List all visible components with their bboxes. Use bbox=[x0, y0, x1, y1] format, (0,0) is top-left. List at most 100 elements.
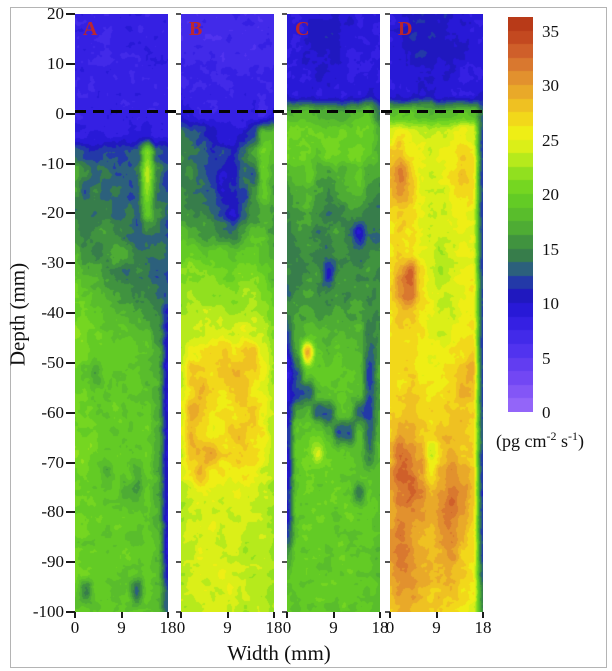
y-tick-label: -60 bbox=[41, 402, 64, 422]
colorbar-tick-label: 5 bbox=[542, 348, 551, 368]
panel-y-tick bbox=[282, 312, 287, 314]
panel-y-tick bbox=[385, 561, 390, 564]
y-tick-label: -70 bbox=[41, 452, 64, 472]
panel-b-label: B bbox=[189, 18, 203, 40]
x-axis-tick bbox=[120, 612, 123, 618]
panel-y-tick bbox=[385, 212, 390, 215]
x-tick-label: 9 bbox=[432, 618, 441, 637]
colorbar-tick-label: 20 bbox=[542, 185, 559, 205]
y-tick-label: -30 bbox=[41, 253, 64, 273]
x-axis-tick bbox=[74, 612, 76, 618]
x-tick-label: 18 bbox=[371, 618, 389, 637]
y-axis-tick bbox=[66, 262, 75, 265]
x-axis-tick bbox=[180, 612, 182, 618]
panel-y-tick bbox=[385, 112, 390, 115]
y-axis-tick bbox=[66, 162, 75, 165]
x-tick-label: 18 bbox=[159, 618, 177, 637]
y-axis-tick bbox=[66, 561, 75, 564]
colorbar-unit: (pg cm-2 s-1) bbox=[496, 429, 584, 451]
panel-y-tick bbox=[385, 312, 390, 314]
panel-y-tick bbox=[176, 461, 181, 464]
x-axis-tick bbox=[286, 612, 288, 618]
panel-y-tick bbox=[176, 361, 181, 364]
x-tick-label: 9 bbox=[117, 618, 126, 637]
panel-y-tick bbox=[176, 13, 181, 15]
y-tick-label: 20 bbox=[47, 4, 64, 23]
colorbar bbox=[508, 17, 533, 412]
y-axis-tick bbox=[66, 13, 75, 15]
panel-y-tick bbox=[176, 62, 181, 65]
x-axis-tick bbox=[167, 612, 169, 618]
panel-d-heatmap bbox=[390, 14, 483, 612]
panel-y-tick bbox=[282, 62, 287, 65]
panel-y-tick bbox=[282, 611, 287, 613]
x-tick-label: 0 bbox=[385, 618, 395, 637]
panel-y-tick bbox=[282, 162, 287, 165]
y-axis-tick bbox=[66, 312, 75, 314]
y-axis-tick bbox=[66, 611, 75, 613]
x-axis-tick bbox=[389, 612, 391, 618]
colorbar-tick-label: 25 bbox=[542, 130, 559, 150]
y-tick-label: -50 bbox=[41, 352, 64, 372]
y-axis-tick bbox=[66, 212, 75, 215]
y-tick-label: -80 bbox=[41, 502, 64, 522]
colorbar-tick-label: 15 bbox=[542, 239, 559, 259]
x-axis-tick bbox=[379, 612, 381, 618]
x-axis-tick bbox=[482, 612, 484, 618]
x-tick-label: 0 bbox=[282, 618, 292, 637]
y-axis-tick bbox=[66, 461, 75, 464]
x-axis-tick bbox=[273, 612, 275, 618]
x-axis-tick bbox=[435, 612, 438, 618]
panel-c-label: C bbox=[295, 18, 310, 40]
panel-y-tick bbox=[176, 411, 181, 414]
y-axis-tick bbox=[66, 62, 75, 65]
panel-y-tick bbox=[282, 262, 287, 265]
panel-b-heatmap bbox=[181, 14, 274, 612]
panel-y-tick bbox=[176, 511, 181, 514]
panel-y-tick bbox=[385, 62, 390, 65]
y-tick-label: 10 bbox=[47, 53, 64, 73]
panel-y-tick bbox=[282, 13, 287, 15]
panel-y-tick bbox=[176, 112, 181, 115]
panel-a-heatmap bbox=[75, 14, 168, 612]
x-tick-label: 18 bbox=[474, 618, 492, 637]
y-axis-tick bbox=[66, 511, 75, 514]
colorbar-tick-label: 10 bbox=[542, 294, 559, 314]
panel-y-tick bbox=[385, 411, 390, 414]
colorbar-tick-label: 0 bbox=[542, 403, 551, 422]
panel-y-tick bbox=[282, 212, 287, 215]
panel-y-tick bbox=[176, 312, 181, 314]
panel-y-tick bbox=[385, 162, 390, 165]
panel-y-tick bbox=[176, 212, 181, 215]
colorbar-tick-label: 35 bbox=[542, 21, 559, 41]
x-tick-label: 18 bbox=[265, 618, 283, 637]
x-axis-tick bbox=[332, 612, 335, 618]
y-axis-tick bbox=[66, 361, 75, 364]
panel-y-tick bbox=[385, 611, 390, 613]
panel-y-tick bbox=[282, 361, 287, 364]
sediment-interface-line bbox=[75, 109, 483, 113]
x-axis-tick bbox=[226, 612, 229, 618]
y-tick-label: -20 bbox=[41, 203, 64, 223]
panel-y-tick bbox=[282, 112, 287, 115]
panel-y-tick bbox=[385, 262, 390, 265]
panel-y-tick bbox=[176, 611, 181, 613]
panel-y-tick bbox=[176, 162, 181, 165]
y-tick-label: -90 bbox=[41, 552, 64, 572]
y-axis-tick bbox=[66, 411, 75, 414]
panel-y-tick bbox=[385, 361, 390, 364]
panel-y-tick bbox=[176, 262, 181, 265]
y-tick-label: -100 bbox=[32, 602, 64, 621]
x-tick-label: 9 bbox=[329, 618, 338, 637]
panel-y-tick bbox=[282, 561, 287, 564]
panel-c-heatmap bbox=[287, 14, 380, 612]
panel-y-tick bbox=[176, 561, 181, 564]
panel-y-tick bbox=[282, 461, 287, 464]
y-tick-label: 0 bbox=[55, 103, 65, 123]
panel-d-label: D bbox=[398, 18, 413, 40]
x-tick-label: 0 bbox=[70, 618, 80, 637]
y-axis-tick bbox=[66, 112, 75, 115]
y-tick-label: -10 bbox=[41, 153, 64, 173]
panel-y-tick bbox=[282, 511, 287, 514]
